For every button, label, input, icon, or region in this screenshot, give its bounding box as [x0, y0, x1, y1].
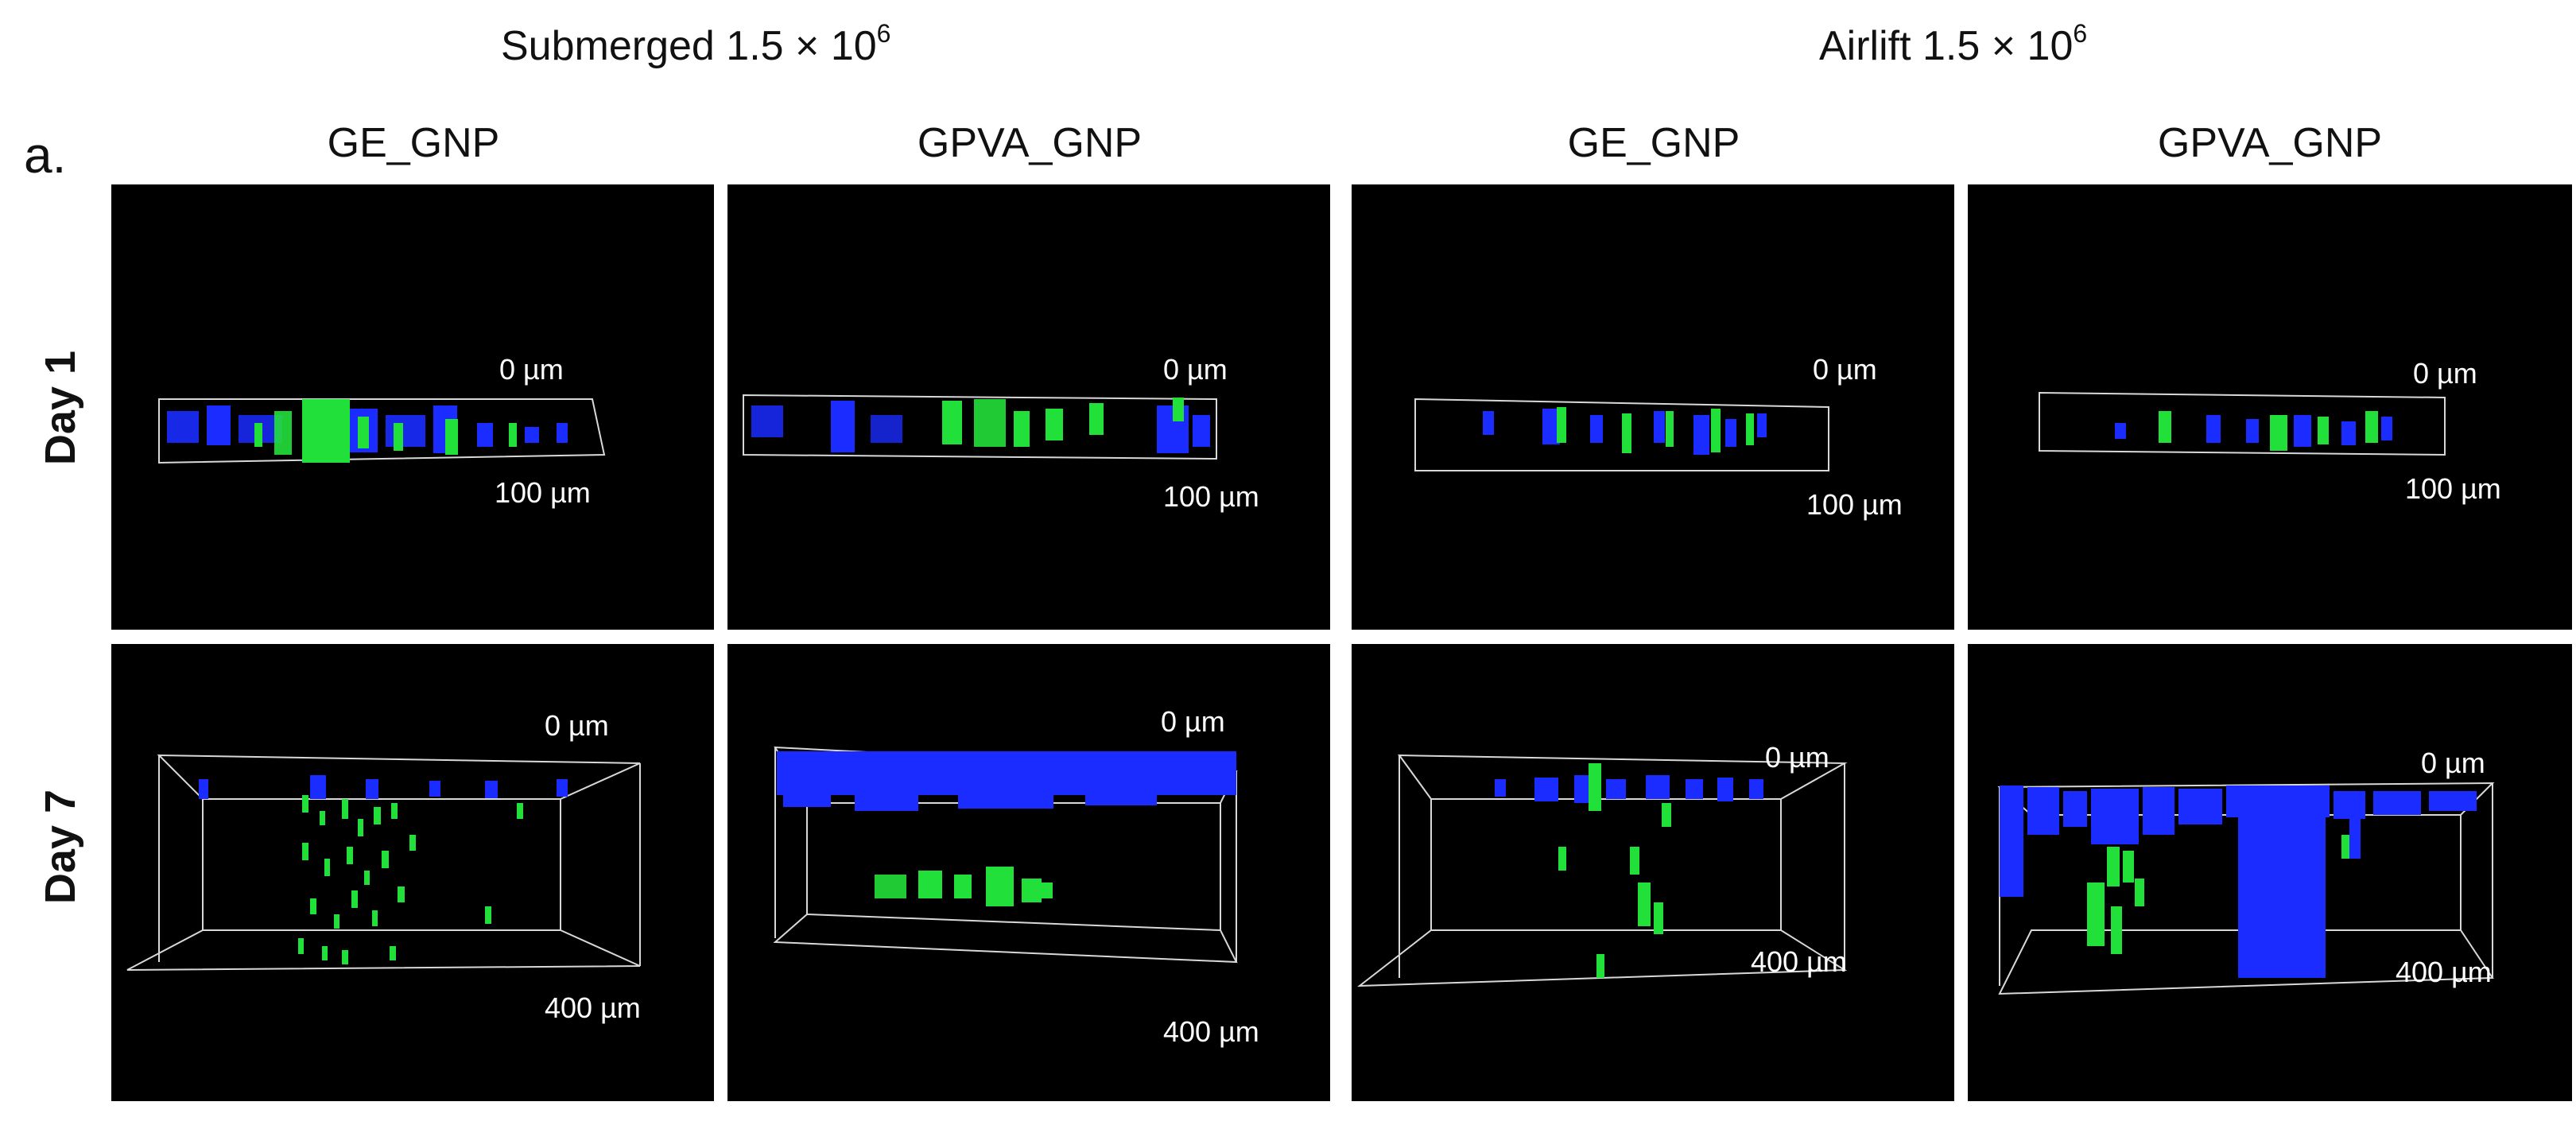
micrograph-submerged-ge-gnp-day1: 0 µm 100 µm [111, 184, 714, 630]
group-title-submerged: Submerged 1.5 × 106 [501, 18, 891, 69]
scale-bottom-label: 400 µm [2396, 956, 2492, 988]
row-label-day7: Day 7 [37, 789, 84, 905]
scale-top-label: 0 µm [1813, 353, 1877, 386]
scale-bottom-label: 100 µm [495, 476, 591, 509]
column-label-1: GE_GNP [327, 120, 500, 166]
micrograph-airlift-ge-gnp-day7: 0 µm 400 µm [1352, 644, 1954, 1101]
column-label-2: GPVA_GNP [917, 120, 1143, 166]
scale-top-label: 0 µm [1161, 705, 1225, 738]
column-label-3: GE_GNP [1567, 120, 1740, 166]
scale-top-label: 0 µm [545, 709, 609, 742]
micrograph-submerged-gpva-gnp-day1: 0 µm 100 µm [727, 184, 1330, 630]
scale-bottom-label: 400 µm [1163, 1015, 1259, 1048]
scale-bottom-label: 100 µm [1806, 488, 1903, 521]
scale-top-label: 0 µm [1765, 741, 1829, 774]
micrograph-airlift-gpva-gnp-day7: 0 µm 400 µm [1968, 644, 2572, 1101]
scale-top-label: 0 µm [2413, 357, 2477, 390]
scale-bottom-label: 400 µm [545, 991, 641, 1024]
scale-bottom-label: 100 µm [1163, 480, 1259, 513]
scale-top-label: 0 µm [2421, 747, 2485, 779]
scale-top-label: 0 µm [499, 353, 564, 386]
group-title-airlift: Airlift 1.5 × 106 [1819, 18, 2088, 69]
micrograph-submerged-ge-gnp-day7: 0 µm 400 µm [111, 644, 714, 1101]
scale-top-label: 0 µm [1163, 353, 1228, 386]
column-label-4: GPVA_GNP [2157, 120, 2383, 166]
micrograph-submerged-gpva-gnp-day7: 0 µm 400 µm [727, 644, 1330, 1101]
scale-bottom-label: 400 µm [1751, 945, 1847, 978]
scale-bottom-label: 100 µm [2405, 472, 2501, 505]
row-label-day1: Day 1 [37, 350, 84, 466]
micrograph-airlift-gpva-gnp-day1: 0 µm 100 µm [1968, 184, 2572, 630]
panel-letter: a. [24, 126, 67, 184]
micrograph-airlift-ge-gnp-day1: 0 µm 100 µm [1352, 184, 1954, 630]
